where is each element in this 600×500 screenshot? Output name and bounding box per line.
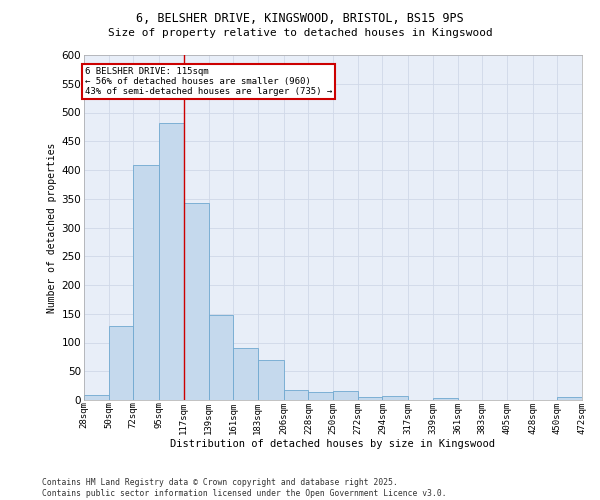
Text: 6, BELSHER DRIVE, KINGSWOOD, BRISTOL, BS15 9PS: 6, BELSHER DRIVE, KINGSWOOD, BRISTOL, BS… <box>136 12 464 26</box>
Bar <box>557 397 582 400</box>
Bar <box>109 326 133 400</box>
Bar <box>184 203 209 400</box>
Bar <box>133 166 159 400</box>
Y-axis label: Number of detached properties: Number of detached properties <box>47 142 58 312</box>
Bar <box>358 396 382 400</box>
Bar <box>233 348 258 400</box>
Bar <box>209 315 233 400</box>
Text: Size of property relative to detached houses in Kingswood: Size of property relative to detached ho… <box>107 28 493 38</box>
Bar <box>258 360 284 400</box>
Bar <box>284 390 308 400</box>
Bar <box>308 392 333 400</box>
Text: 6 BELSHER DRIVE: 115sqm
← 56% of detached houses are smaller (960)
43% of semi-d: 6 BELSHER DRIVE: 115sqm ← 56% of detache… <box>85 66 332 96</box>
Text: Contains HM Land Registry data © Crown copyright and database right 2025.
Contai: Contains HM Land Registry data © Crown c… <box>42 478 446 498</box>
Bar <box>84 396 109 400</box>
Bar <box>159 124 184 400</box>
Bar <box>382 396 408 400</box>
X-axis label: Distribution of detached houses by size in Kingswood: Distribution of detached houses by size … <box>170 439 496 449</box>
Bar <box>333 392 358 400</box>
Bar <box>433 398 458 400</box>
